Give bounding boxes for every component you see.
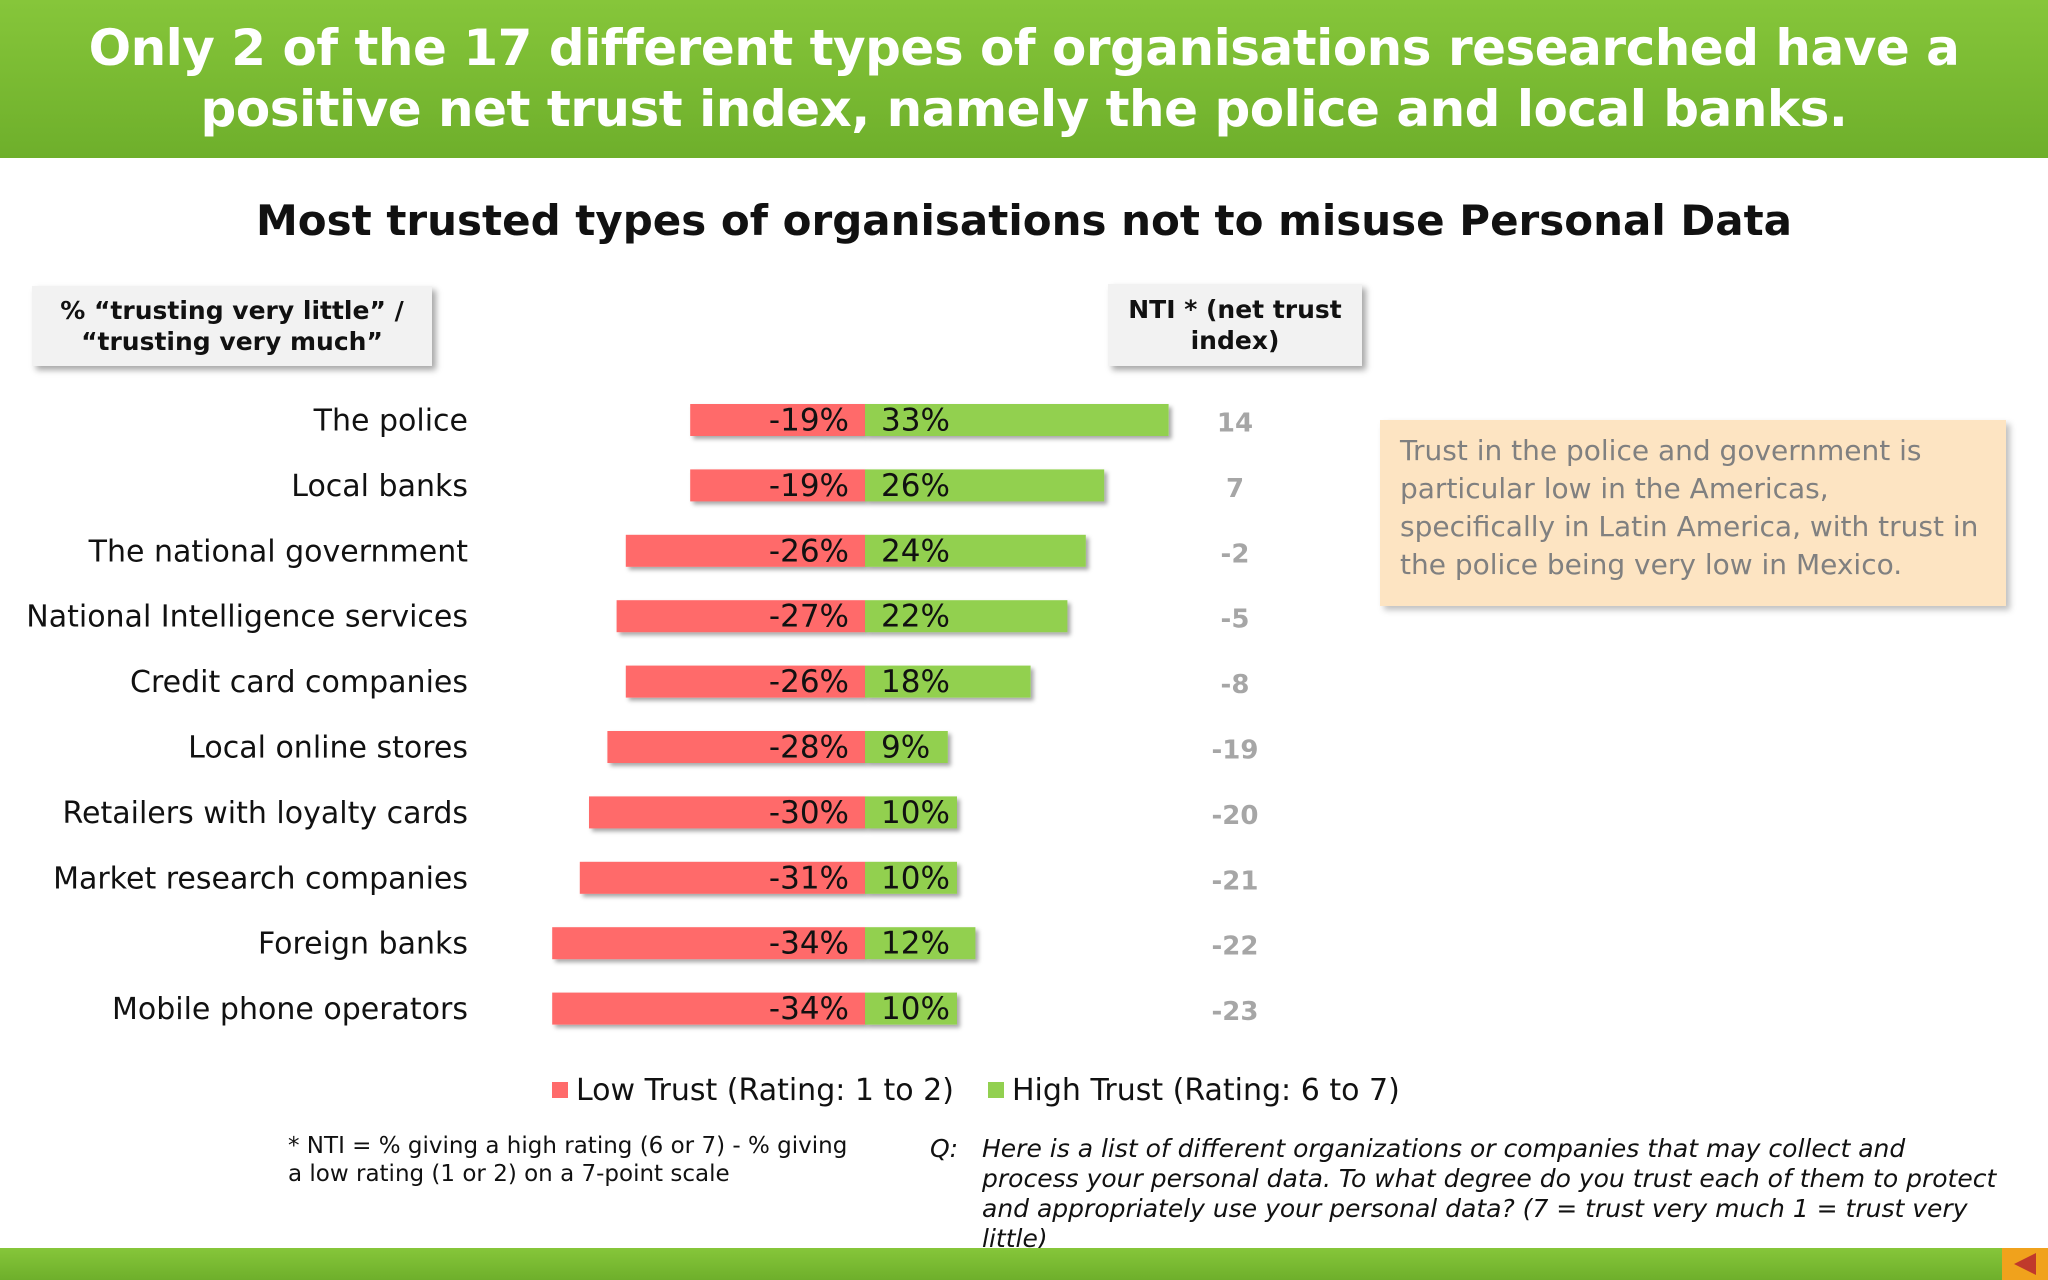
low-trust-value-label: -31% (769, 860, 849, 896)
diverging-bar-chart: The police -19% 33% 14 Local banks -19% 26% 7 Th… (26, 403, 1259, 1028)
nti-value: -23 (1212, 997, 1259, 1027)
nti-value: -21 (1212, 866, 1259, 896)
chart-title: Most trusted types of organisations not … (255, 196, 1792, 245)
high-trust-value-label: 22% (881, 599, 950, 635)
percent-column-header-label: % “trusting very little” / “trusting ver… (60, 296, 404, 356)
high-trust-swatch (987, 1082, 1004, 1098)
legend-label-low-trust: Low Trust (Rating: 1 to 2) (576, 1072, 954, 1108)
high-trust-bar (865, 469, 1105, 502)
low-trust-value-label: -19% (769, 403, 849, 439)
high-trust-value-label: 12% (881, 926, 950, 962)
low-trust-value-label: -27% (769, 599, 849, 635)
low-trust-value-label: -34% (769, 926, 849, 962)
low-trust-bar (607, 731, 865, 763)
nti-value: -19 (1212, 736, 1259, 766)
high-trust-bar (865, 534, 1086, 567)
low-trust-value-label: -19% (769, 468, 849, 504)
high-trust-value-label: 33% (881, 403, 950, 439)
low-trust-bar (690, 404, 865, 436)
question-text: Here is a list of different organization… (982, 1134, 1997, 1253)
low-trust-swatch (552, 1082, 568, 1098)
high-trust-bar (865, 665, 1031, 698)
low-trust-bar (616, 600, 865, 633)
low-trust-value-label: -34% (769, 991, 849, 1027)
question-label: Q: (930, 1134, 959, 1163)
nti-column-header-label: NTI * (net trust index) (1128, 295, 1342, 355)
high-trust-bar (865, 796, 957, 829)
category-label: Local online stores (188, 731, 468, 766)
low-trust-bar (579, 861, 865, 894)
low-trust-bar (589, 796, 865, 829)
footer-bar (0, 1248, 2048, 1280)
high-trust-bar (865, 861, 957, 894)
high-trust-value-label: 9% (881, 730, 930, 766)
category-label: The national government (88, 534, 469, 569)
nti-value: 7 (1226, 474, 1244, 504)
low-trust-bar (625, 665, 865, 698)
nti-value: -5 (1221, 605, 1250, 635)
slide-title: Only 2 of the 17 different types of orga… (88, 19, 1960, 138)
nti-footnote: * NTI = % giving a high rating (6 or 7) … (288, 1133, 848, 1187)
low-trust-value-label: -26% (769, 533, 849, 569)
nti-value: -22 (1212, 932, 1259, 962)
low-trust-value-label: -26% (769, 664, 849, 700)
low-trust-value-label: -30% (769, 795, 849, 831)
low-trust-bar (552, 927, 865, 960)
category-label: Mobile phone operators (112, 992, 468, 1027)
category-label: The police (313, 404, 468, 439)
nav-back-button[interactable] (2002, 1248, 2048, 1280)
high-trust-bar (865, 731, 948, 763)
legend-item-low-trust: Low Trust (Rating: 1 to 2) (552, 1073, 954, 1108)
legend-item-high-trust: High Trust (Rating: 6 to 7) (987, 1072, 1400, 1108)
legend-label-high-trust: High Trust (Rating: 6 to 7) (1011, 1072, 1400, 1108)
high-trust-value-label: 10% (881, 991, 950, 1027)
high-trust-value-label: 10% (881, 860, 950, 896)
low-trust-bar (552, 992, 865, 1025)
triangle-left-icon (2014, 1253, 2036, 1275)
category-label: Credit card companies (130, 665, 468, 700)
insight-callout: Trust in the police and government is pa… (1380, 420, 2006, 606)
nti-value: -20 (1212, 801, 1259, 831)
nti-column-header: NTI * (net trust index) (1108, 284, 1362, 366)
low-trust-value-label: -28% (769, 730, 849, 766)
category-label: Retailers with loyalty cards (63, 796, 468, 831)
percent-column-header: % “trusting very little” / “trusting ver… (32, 286, 432, 366)
survey-question: Q: Here is a list of different organizat… (930, 1134, 2000, 1254)
chart-legend: Low Trust (Rating: 1 to 2) High Trust (R… (552, 1070, 1434, 1110)
low-trust-bar (690, 469, 865, 502)
high-trust-bar (865, 992, 957, 1025)
high-trust-value-label: 26% (881, 468, 950, 504)
nti-value: -8 (1221, 670, 1250, 700)
category-label: Local banks (291, 469, 468, 504)
header-banner: Only 2 of the 17 different types of orga… (0, 0, 2048, 158)
high-trust-bar (865, 600, 1068, 633)
category-label: National Intelligence services (26, 600, 468, 635)
nti-value: -2 (1221, 539, 1250, 569)
high-trust-value-label: 24% (881, 533, 950, 569)
high-trust-value-label: 10% (881, 795, 950, 831)
high-trust-bar (865, 927, 976, 960)
low-trust-bar (625, 534, 865, 567)
callout-text: Trust in the police and government is pa… (1400, 434, 1979, 581)
category-label: Market research companies (53, 861, 468, 896)
nti-value: 14 (1217, 409, 1253, 439)
category-label: Foreign banks (258, 927, 468, 962)
high-trust-value-label: 18% (881, 664, 950, 700)
high-trust-bar (865, 404, 1169, 436)
